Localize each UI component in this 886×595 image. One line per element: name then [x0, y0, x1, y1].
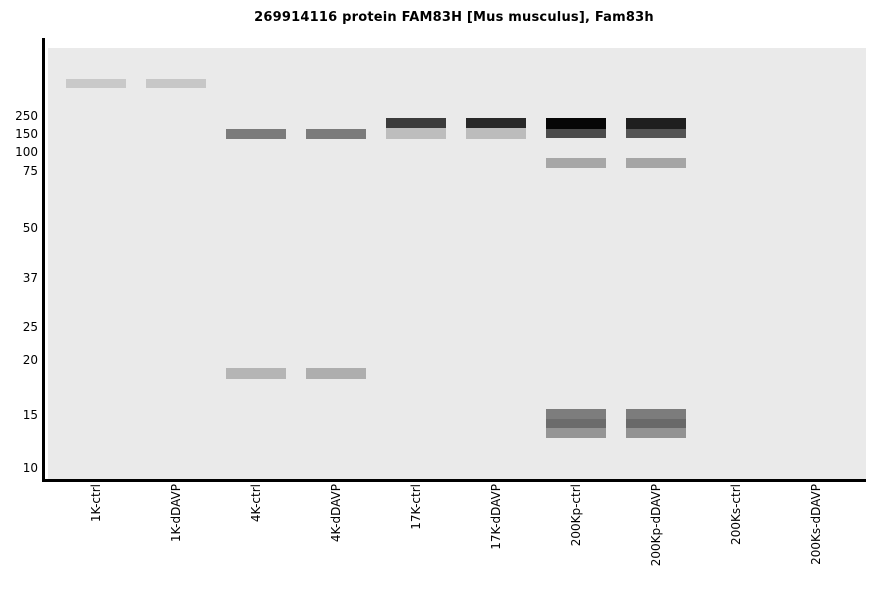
x-tick-label: 17K-ctrl	[409, 484, 423, 530]
gel-band	[546, 409, 606, 419]
gel-band	[626, 409, 686, 419]
gel-band	[626, 158, 686, 168]
x-tick-label: 4K-ctrl	[249, 484, 263, 523]
gel-band	[226, 129, 286, 139]
y-tick-label: 20	[22, 353, 38, 367]
y-tick-label: 37	[22, 271, 38, 285]
x-tick-label: 200Kp-ctrl	[569, 484, 583, 547]
y-tick-label: 10	[22, 461, 38, 475]
x-tick-label: 4K-dDAVP	[329, 484, 343, 543]
gel-band	[626, 118, 686, 129]
y-tick-label: 15	[22, 408, 38, 422]
x-tick-label: 200Ks-dDAVP	[809, 484, 823, 565]
y-tick-label: 75	[22, 164, 38, 178]
gel-band	[386, 118, 446, 128]
x-tick-label: 1K-dDAVP	[169, 484, 183, 543]
gel-band	[626, 129, 686, 138]
y-tick-label: 100	[15, 145, 38, 159]
gel-band	[306, 129, 366, 139]
chart-title: 269914116 protein FAM83H [Mus musculus],…	[254, 10, 654, 25]
y-axis-spine	[42, 38, 45, 482]
gel-band	[626, 419, 686, 428]
x-tick-label: 200Kp-dDAVP	[649, 484, 663, 567]
gel-band	[66, 79, 126, 88]
gel-band	[226, 368, 286, 379]
gel-band	[386, 128, 446, 139]
gel-band	[466, 128, 526, 139]
x-axis-spine	[42, 479, 866, 482]
gel-band	[546, 158, 606, 168]
x-tick-label: 17K-dDAVP	[489, 484, 503, 550]
x-tick-label: 1K-ctrl	[89, 484, 103, 523]
gel-band	[626, 428, 686, 438]
gel-band	[306, 368, 366, 379]
y-tick-label: 250	[15, 109, 38, 123]
gel-band	[546, 129, 606, 138]
y-tick-label: 150	[15, 127, 38, 141]
x-tick-label: 200Ks-ctrl	[729, 484, 743, 545]
gel-band	[546, 428, 606, 438]
gel-band	[466, 118, 526, 128]
gel-band	[546, 419, 606, 428]
gel-band	[146, 79, 206, 88]
y-tick-label: 50	[22, 221, 38, 235]
gel-band	[546, 118, 606, 129]
gel-plot-area	[48, 48, 866, 479]
y-tick-label: 25	[22, 320, 38, 334]
